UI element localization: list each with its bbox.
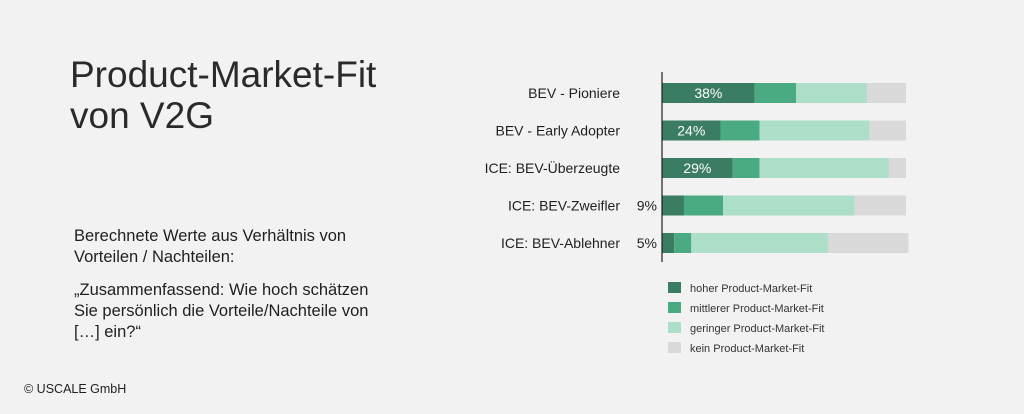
bar-segment [662,120,721,141]
category-label: BEV - Early Adopter [495,123,620,139]
bar-segment [662,233,675,253]
category-label: ICE: BEV-Überzeugte [485,159,621,176]
category-label: ICE: BEV-Zweifler [508,198,620,214]
bar-segment [674,233,692,253]
legend-label: kein Product-Market-Fit [690,343,804,355]
legend-swatch [668,282,681,293]
data-label: 5% [637,235,657,251]
bar-segment [854,195,906,216]
bar-segment [662,195,684,216]
data-label: 9% [637,198,657,214]
bar-segment [888,158,906,178]
bar-segment [662,83,755,103]
legend-swatch [668,322,681,333]
title-line-1: Product-Market-Fit [70,54,377,95]
data-label: 38% [694,85,722,101]
bar-segment [720,120,760,141]
description: Berechnete Werte aus Verhältnis von Vort… [74,226,374,355]
category-label: BEV - Pioniere [528,85,620,101]
data-label: 24% [677,123,705,139]
bar-segment [827,233,909,253]
legend-swatch [668,342,681,353]
description-calc-note: Berechnete Werte aus Verhältnis von Vort… [74,227,347,266]
copyright-note: © USCALE GmbH [24,382,127,396]
bar-segment [683,195,723,216]
description-question: „Zusammenfassend: Wie hoch schätzen Sie … [74,281,369,341]
category-label: ICE: BEV-Ablehner [501,235,620,251]
legend-label: mittlerer Product-Market-Fit [690,303,824,315]
bar-segment [662,158,733,178]
page-title: Product-Market-Fit von V2G [70,54,376,136]
bar-segment [732,158,760,178]
data-label: 29% [683,160,711,176]
bar-segment [759,158,889,178]
bar-segment [691,233,828,253]
legend-swatch [668,302,681,313]
bar-segment [723,195,855,216]
legend-label: geringer Product-Market-Fit [690,323,825,335]
legend-label: hoher Product-Market-Fit [690,283,812,295]
bar-segment [866,83,906,103]
bar-segment [869,120,906,141]
bar-segment [796,83,867,103]
bar-segment [759,120,870,141]
bar-segment [754,83,797,103]
title-line-2: von V2G [70,95,214,136]
